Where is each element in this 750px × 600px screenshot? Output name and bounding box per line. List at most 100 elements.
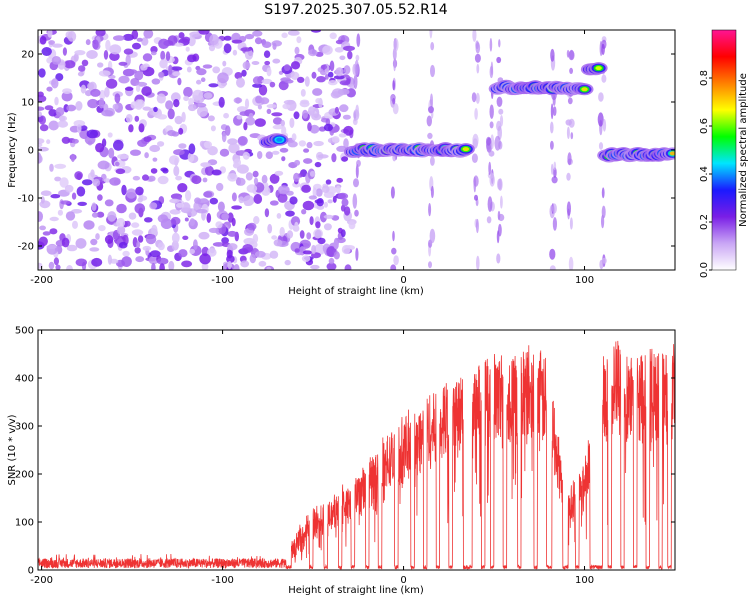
noise-blob bbox=[272, 124, 284, 130]
noise-blob bbox=[72, 220, 78, 229]
noise-blob bbox=[204, 165, 214, 176]
noise-blob bbox=[272, 42, 277, 50]
noise-blob bbox=[242, 61, 251, 70]
streak-blob bbox=[496, 120, 502, 132]
noise-blob bbox=[149, 202, 158, 210]
noise-blob bbox=[75, 101, 83, 111]
streak-blob bbox=[393, 38, 399, 52]
noise-blob bbox=[171, 232, 180, 244]
noise-blob bbox=[243, 122, 248, 131]
streak-blob bbox=[566, 201, 572, 216]
noise-blob bbox=[301, 255, 311, 262]
noise-blob bbox=[117, 225, 126, 235]
noise-blob bbox=[185, 190, 192, 202]
streak-blob bbox=[567, 97, 573, 105]
noise-blob bbox=[343, 206, 351, 216]
noise-blob bbox=[278, 70, 284, 75]
noise-blob bbox=[132, 175, 141, 181]
noise-blob bbox=[311, 113, 322, 121]
noise-blob bbox=[114, 93, 121, 104]
noise-blob bbox=[57, 209, 64, 216]
noise-blob bbox=[182, 36, 191, 43]
noise-blob bbox=[131, 30, 139, 40]
noise-blob bbox=[135, 186, 144, 196]
noise-blob bbox=[287, 141, 298, 148]
noise-blob bbox=[55, 73, 64, 82]
noise-blob bbox=[134, 70, 144, 81]
streak-blob bbox=[496, 56, 502, 64]
noise-blob bbox=[157, 214, 169, 223]
noise-blob bbox=[233, 158, 241, 168]
noise-blob bbox=[38, 68, 46, 78]
noise-blob bbox=[38, 211, 43, 222]
noise-blob bbox=[254, 118, 266, 127]
noise-blob bbox=[158, 38, 170, 49]
noise-blob bbox=[271, 150, 280, 155]
noise-blob bbox=[173, 99, 180, 108]
noise-blob bbox=[342, 114, 351, 120]
noise-blob bbox=[312, 187, 317, 198]
noise-blob bbox=[104, 199, 114, 207]
noise-blob bbox=[314, 161, 322, 168]
noise-blob bbox=[315, 98, 322, 104]
streak-blob bbox=[355, 54, 360, 62]
noise-blob bbox=[266, 104, 277, 109]
x-tick-label: -100 bbox=[211, 575, 234, 586]
streak-blob bbox=[550, 140, 554, 150]
noise-blob bbox=[253, 177, 259, 185]
streak-blob bbox=[430, 64, 435, 78]
colorbar-tick-label: 0.0 bbox=[699, 262, 710, 278]
noise-blob bbox=[44, 105, 54, 111]
streak-blob bbox=[487, 196, 493, 212]
noise-blob bbox=[306, 232, 312, 240]
noise-blob bbox=[136, 37, 143, 42]
noise-blob bbox=[307, 122, 312, 132]
noise-blob bbox=[113, 139, 124, 151]
streak-blob bbox=[568, 256, 574, 270]
noise-blob bbox=[134, 247, 141, 254]
streak-blob bbox=[428, 106, 434, 114]
streak-blob bbox=[552, 95, 556, 106]
streak-blob bbox=[602, 119, 607, 132]
noise-blob bbox=[299, 246, 306, 256]
ridge-blob bbox=[669, 151, 675, 156]
noise-blob bbox=[150, 51, 157, 56]
streak-blob bbox=[552, 106, 557, 116]
noise-blob bbox=[141, 86, 152, 97]
noise-blob bbox=[308, 106, 315, 116]
noise-blob bbox=[75, 258, 88, 267]
noise-blob bbox=[62, 47, 67, 56]
noise-blob bbox=[174, 115, 183, 125]
noise-blob bbox=[212, 66, 221, 74]
noise-blob bbox=[258, 260, 267, 267]
noise-blob bbox=[223, 43, 232, 54]
y-tick-label: 0 bbox=[28, 146, 34, 157]
noise-blob bbox=[254, 37, 263, 45]
noise-blob bbox=[194, 197, 201, 204]
noise-blob bbox=[283, 99, 296, 105]
ridge-blob bbox=[581, 87, 588, 92]
noise-blob bbox=[90, 88, 101, 97]
noise-blob bbox=[48, 120, 59, 131]
noise-blob bbox=[38, 146, 49, 152]
noise-blob bbox=[178, 143, 187, 149]
noise-blob bbox=[244, 200, 251, 206]
noise-blob bbox=[128, 212, 137, 220]
noise-blob bbox=[333, 75, 345, 80]
noise-blob bbox=[185, 46, 190, 52]
streak-blob bbox=[430, 185, 434, 199]
noise-blob bbox=[48, 261, 55, 270]
noise-blob bbox=[338, 133, 347, 138]
noise-blob bbox=[157, 175, 169, 185]
noise-blob bbox=[277, 185, 290, 195]
noise-blob bbox=[167, 35, 178, 46]
noise-blob bbox=[55, 107, 65, 117]
noise-blob bbox=[172, 71, 181, 77]
noise-blob bbox=[42, 231, 51, 236]
streak-blob bbox=[475, 42, 481, 54]
noise-blob bbox=[221, 131, 227, 143]
streak-blob bbox=[486, 136, 492, 146]
noise-blob bbox=[55, 264, 61, 270]
noise-blob bbox=[337, 227, 343, 234]
noise-blob bbox=[227, 230, 237, 237]
